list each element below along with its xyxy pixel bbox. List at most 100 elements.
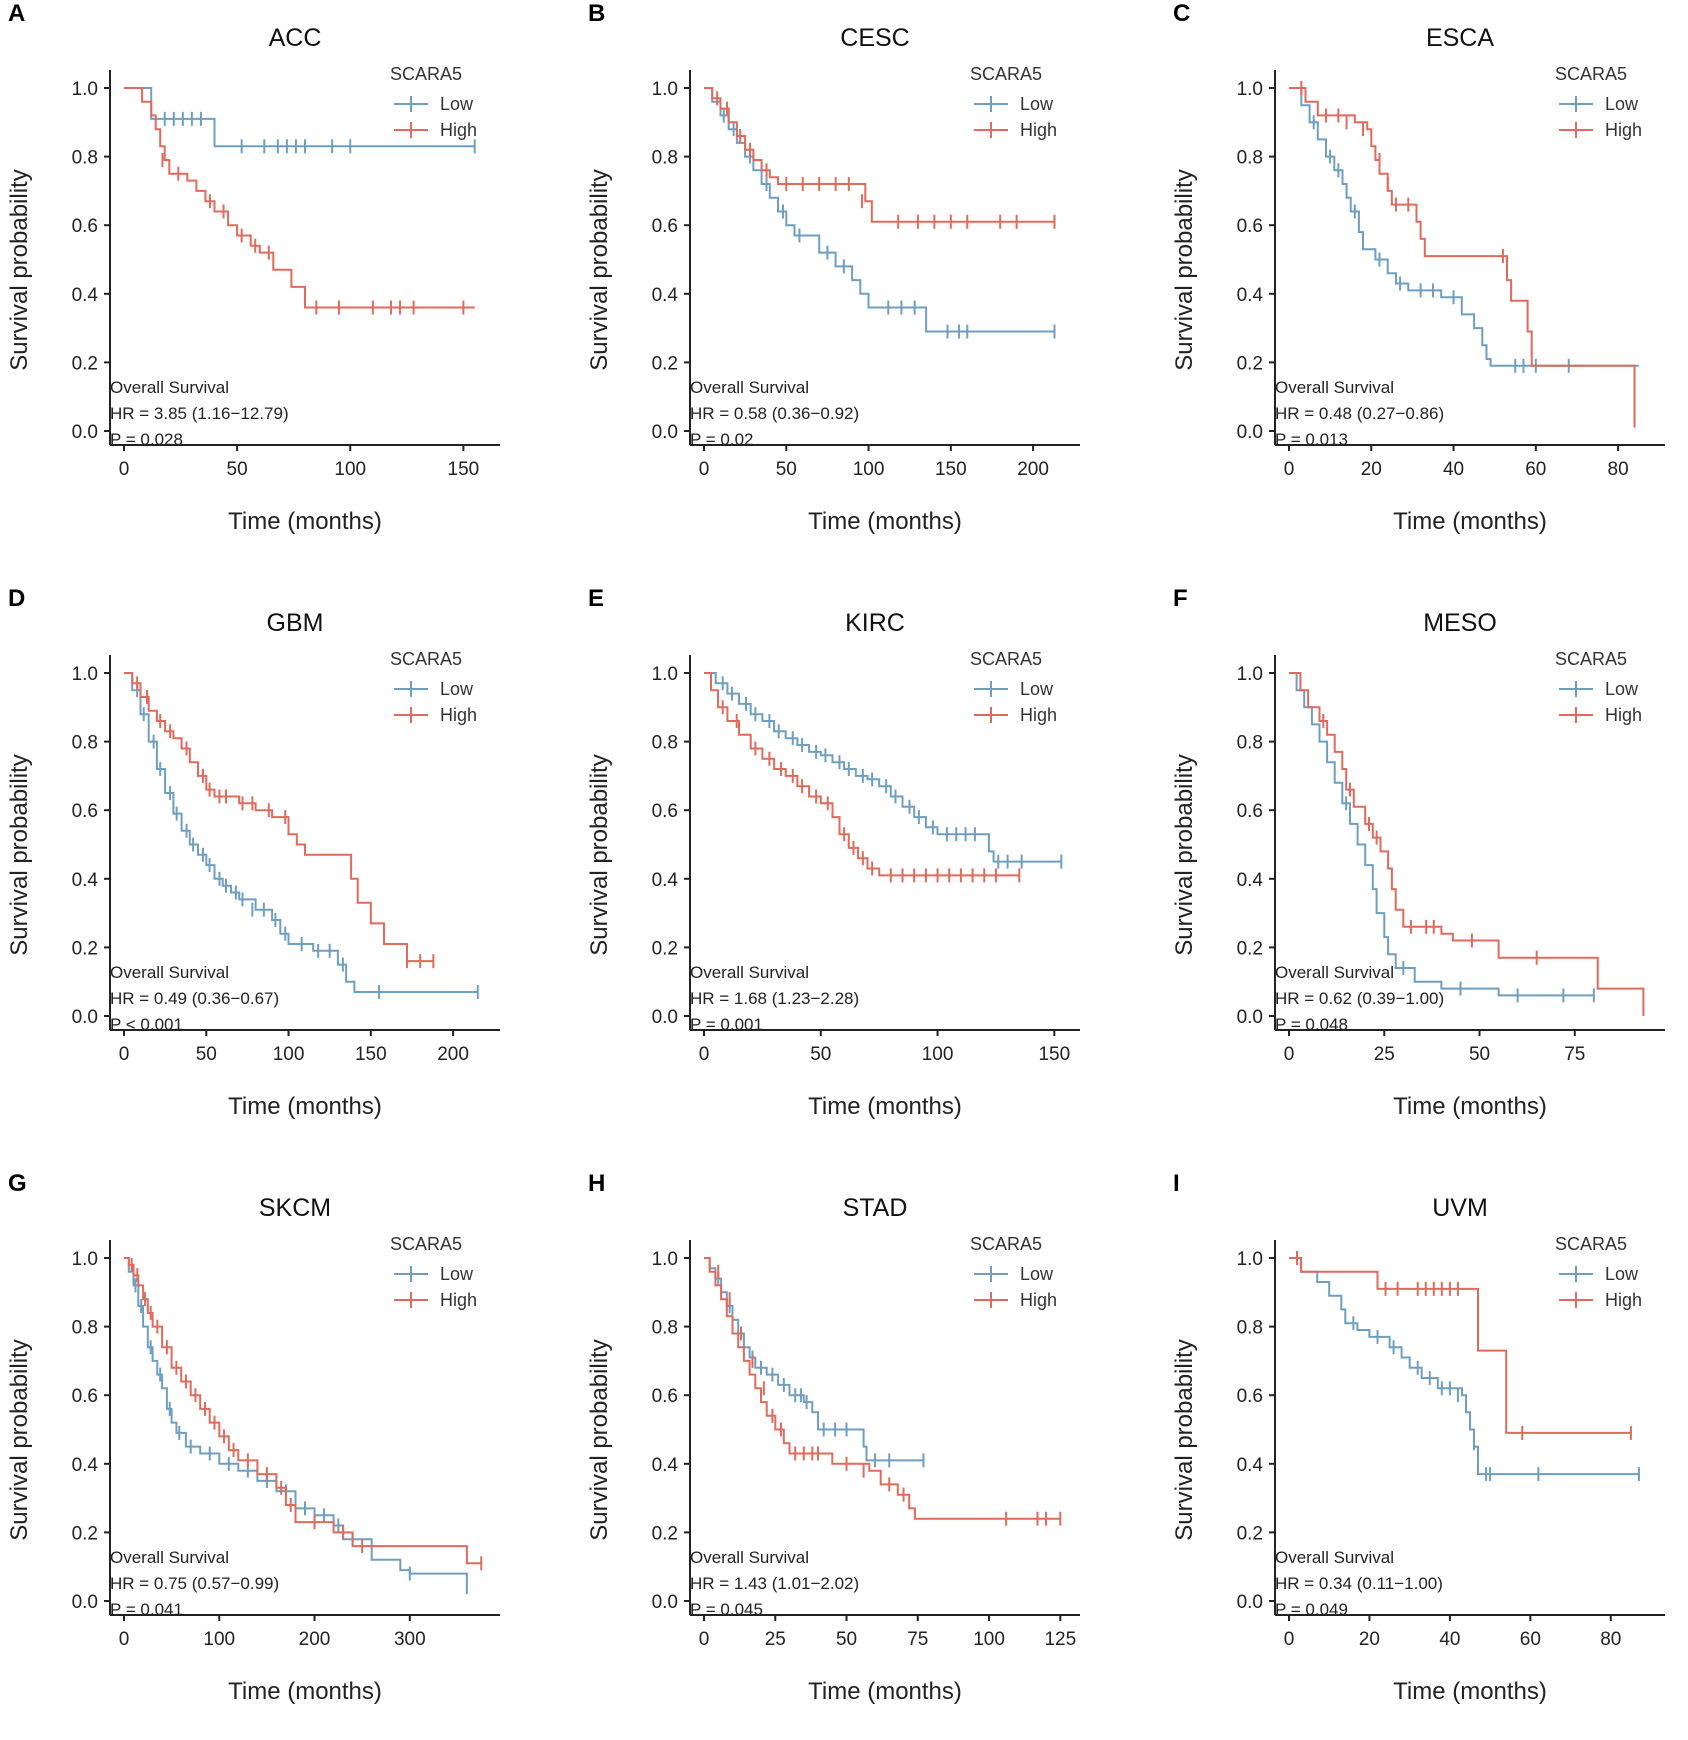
legend-title: SCARA5 [390,1234,463,1254]
y-tick-label: 1.0 [72,664,98,685]
y-tick-label: 0.8 [72,733,98,754]
panel-letter: C [1173,0,1191,27]
y-tick-label: 0.4 [72,285,99,306]
x-tick-label: 200 [299,1629,331,1650]
stats-line: HR = 0.75 (0.57−0.99) [110,1574,280,1593]
legend-item-high: High [390,117,477,143]
x-tick-label: 200 [1017,459,1049,480]
y-tick-label: 0.0 [652,422,678,443]
km-curve-high [124,1257,482,1565]
x-tick-label: 100 [203,1629,235,1650]
legend-label: High [440,1290,478,1310]
legend-item-high: High [390,1287,477,1313]
legend-item-low: Low [970,1261,1057,1287]
x-tick-label: 150 [1038,1044,1070,1065]
chart-title: SKCM [258,1194,332,1222]
x-tick-label: 25 [765,1629,786,1650]
km-plot-svg: 0.0 0.2 0.4 0.6 0.8 1.0 0 50 100 150 200 [652,70,1080,480]
legend-label: High [1020,1290,1058,1310]
legend-label: Low [1020,679,1054,699]
km-plot-svg: 0.0 0.2 0.4 0.6 0.8 1.0 0 50 100 150 [72,70,500,480]
y-tick-label: 0.4 [72,1455,99,1476]
y-tick-label: 0.4 [1237,870,1264,891]
km-curve-low [1289,672,1594,997]
y-tick-label: 0.0 [72,422,98,443]
km-curve-high [1289,672,1645,1016]
x-tick-label: 100 [853,459,885,480]
x-axis-label: Time (months) [228,508,382,535]
y-tick-label: 0.2 [72,1523,98,1544]
x-tick-label: 100 [973,1629,1005,1650]
stats-line: HR = 0.48 (0.27−0.86) [1275,404,1445,423]
km-curve-high [704,87,1055,223]
legend: SCARA5 Low High [1555,1234,1642,1313]
km-panel-uvm: 0.0 0.2 0.4 0.6 0.8 1.0 0 20 40 60 80 I UVM Survival … [1165,1170,1688,1740]
legend-label: Low [1605,1264,1639,1284]
x-tick-label: 80 [1600,1629,1621,1650]
x-tick-label: 0 [119,1629,130,1650]
y-tick-label: 0.4 [652,285,679,306]
legend-item-low: Low [970,91,1057,117]
y-tick-label: 0.4 [1237,1455,1264,1476]
legend: SCARA5 Low High [1555,64,1642,143]
km-curve-high [1289,1257,1631,1434]
y-tick-label: 0.4 [1237,285,1264,306]
y-tick-label: 0.6 [1237,1386,1263,1407]
legend-title: SCARA5 [390,649,463,669]
x-tick-label: 0 [1284,459,1295,480]
y-tick-label: 0.2 [652,1523,678,1544]
x-tick-label: 0 [699,1629,710,1650]
legend: SCARA5 Low High [390,1234,477,1313]
km-curve-high [704,672,1020,877]
stats-line: Overall Survival [110,378,230,397]
legend-title: SCARA5 [970,649,1043,669]
y-tick-label: 0.6 [652,1386,678,1407]
y-axis-label: Survival probability [6,754,33,956]
y-tick-label: 0.8 [652,148,678,169]
x-tick-label: 100 [334,459,366,480]
legend-item-high: High [1555,1287,1642,1313]
y-tick-label: 1.0 [652,79,678,100]
x-axis-label: Time (months) [1393,1678,1547,1705]
legend-item-low: Low [1555,676,1642,702]
stats-line: Overall Survival [1275,1548,1395,1567]
y-tick-label: 0.6 [1237,216,1263,237]
legend-swatch [974,707,1008,723]
y-tick-label: 0.6 [72,801,98,822]
x-tick-label: 50 [836,1629,857,1650]
km-plot-svg: 0.0 0.2 0.4 0.6 0.8 1.0 0 50 100 150 200 [72,655,500,1065]
stats-line: Overall Survival [110,1548,230,1567]
legend-title: SCARA5 [390,64,463,84]
x-axis-label: Time (months) [1393,1093,1547,1120]
x-tick-label: 0 [1284,1629,1295,1650]
y-tick-label: 0.0 [1237,1007,1263,1028]
legend-label: High [1020,120,1058,140]
km-panel-esca: 0.0 0.2 0.4 0.6 0.8 1.0 0 20 40 60 80 C ESCA Survival… [1165,0,1688,570]
legend-swatch [1559,96,1593,112]
chart-title: ESCA [1425,24,1495,52]
x-tick-label: 150 [935,459,967,480]
legend-item-low: Low [1555,91,1642,117]
legend: SCARA5 Low High [970,649,1057,728]
x-tick-label: 50 [227,459,248,480]
y-axis-label: Survival probability [586,169,613,371]
stats-annotation: Overall Survival HR = 0.48 (0.27−0.86) P =… [1275,375,1444,453]
km-plot-svg: 0.0 0.2 0.4 0.6 0.8 1.0 0 20 40 60 80 [1237,70,1665,480]
km-plot-svg: 0.0 0.2 0.4 0.6 0.8 1.0 0 20 40 60 80 [1237,1240,1665,1650]
x-axis-label: Time (months) [228,1093,382,1120]
km-panel-gbm: 0.0 0.2 0.4 0.6 0.8 1.0 0 50 100 150 200 D GBM Surviv… [0,585,560,1155]
legend-item-low: Low [1555,1261,1642,1287]
legend-item-high: High [390,702,477,728]
chart-title: STAD [842,1194,908,1222]
legend-swatch [394,96,428,112]
legend-item-low: Low [390,91,477,117]
legend-item-high: High [970,117,1057,143]
y-tick-label: 0.0 [1237,1592,1263,1613]
stats-line: HR = 3.85 (1.16−12.79) [110,404,289,423]
x-axis-label: Time (months) [1393,508,1547,535]
panel-letter: E [588,585,605,612]
y-tick-label: 0.0 [652,1592,678,1613]
legend-swatch [394,122,428,138]
legend-swatch [1559,122,1593,138]
